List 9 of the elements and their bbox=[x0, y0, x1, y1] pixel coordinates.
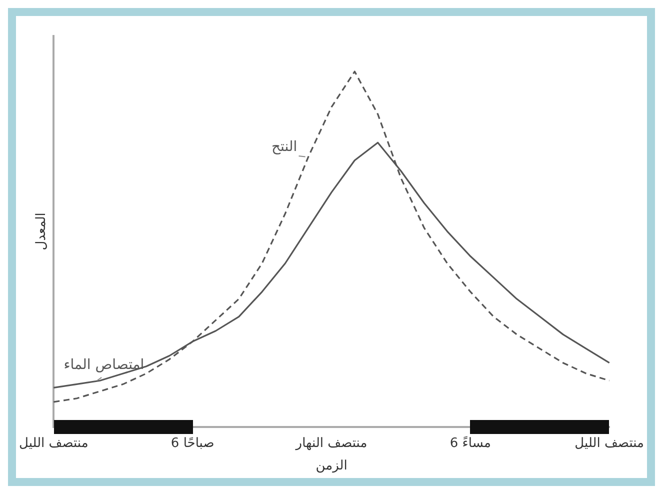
series-label: النتح bbox=[272, 138, 298, 155]
x-tick-label: 6 صباحًا bbox=[170, 436, 214, 451]
x-tick-label: 6 مساءً bbox=[450, 436, 491, 451]
y-axis-title: المعدل bbox=[34, 212, 50, 250]
x-tick-label: منتصف الليل bbox=[18, 436, 88, 451]
x-tick-label: منتصف الليل bbox=[574, 436, 644, 451]
x-axis-title: الزمن bbox=[316, 458, 348, 474]
series-label: امتصاص الماء bbox=[64, 356, 144, 373]
x-tick-label: منتصف النهار bbox=[294, 436, 368, 451]
